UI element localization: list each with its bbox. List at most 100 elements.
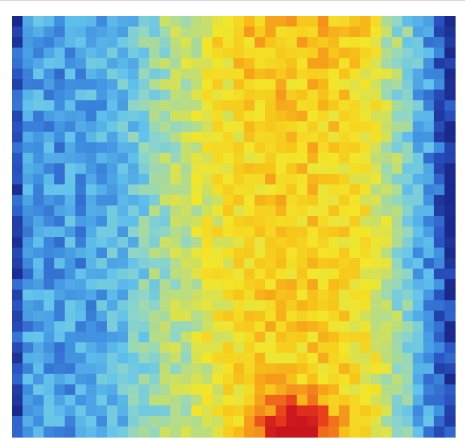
heatmap-cell	[128, 415, 140, 428]
heatmap-cell	[317, 68, 330, 80]
heatmap-cell	[96, 321, 108, 333]
heatmap-cell	[360, 237, 372, 249]
heatmap-cell	[423, 79, 435, 91]
heatmap-cell	[170, 237, 182, 249]
heatmap-cell	[159, 279, 171, 291]
heatmap-cell	[138, 342, 150, 354]
heatmap-cell	[170, 352, 182, 364]
heatmap-cell	[159, 321, 171, 333]
heatmap-cell	[370, 279, 382, 291]
heatmap-cell	[433, 37, 446, 49]
heatmap-cell	[138, 163, 150, 175]
heatmap-cell	[117, 279, 129, 291]
heatmap-cell	[360, 89, 372, 101]
heatmap-cell	[391, 237, 403, 249]
heatmap-cell	[85, 205, 97, 217]
heatmap-cell	[54, 226, 66, 238]
heatmap-cell	[201, 321, 214, 333]
heatmap-cell	[201, 121, 214, 133]
heatmap-cell	[128, 16, 140, 28]
heatmap-cell	[201, 163, 214, 175]
heatmap-cell	[85, 331, 97, 343]
heatmap-cell	[233, 279, 245, 291]
heatmap-cell	[381, 247, 393, 259]
heatmap-cell	[170, 363, 182, 375]
heatmap-cell	[444, 79, 456, 91]
heatmap-cell	[433, 237, 446, 249]
heatmap-cell	[159, 268, 171, 280]
heatmap-cell	[170, 194, 182, 207]
heatmap-cell	[370, 342, 382, 354]
heatmap-cell	[201, 184, 214, 196]
heatmap-cell	[275, 342, 287, 354]
heatmap-cell	[159, 163, 171, 175]
heatmap-cell	[391, 26, 403, 38]
heatmap-cell	[444, 426, 456, 438]
heatmap-cell	[22, 194, 34, 207]
heatmap-cell	[233, 394, 245, 407]
heatmap-cell	[212, 16, 224, 28]
heatmap-cell	[338, 184, 351, 196]
heatmap-cell	[54, 321, 66, 333]
heatmap-cell	[180, 152, 192, 164]
heatmap-cell	[433, 289, 446, 301]
heatmap-cell	[33, 405, 45, 417]
heatmap-cell	[275, 194, 287, 207]
heatmap-cell	[317, 321, 330, 333]
heatmap-cell	[244, 37, 256, 49]
heatmap-cell	[64, 268, 76, 280]
heatmap-cell	[159, 384, 171, 396]
heatmap-cell	[33, 300, 45, 312]
heatmap-cell	[191, 237, 203, 249]
heatmap-cell	[433, 352, 446, 364]
heatmap-cell	[222, 215, 235, 228]
heatmap-cell	[191, 184, 203, 196]
heatmap-cell	[317, 405, 330, 417]
heatmap-cell	[106, 226, 119, 238]
heatmap-cell	[222, 258, 235, 270]
heatmap-cell	[149, 352, 161, 364]
heatmap-cell	[138, 268, 150, 280]
heatmap-cell	[33, 89, 45, 101]
heatmap-cell	[338, 300, 351, 312]
heatmap-cell	[128, 247, 140, 259]
heatmap-cell	[402, 352, 414, 364]
heatmap-cell	[170, 152, 182, 164]
heatmap-cell	[317, 279, 330, 291]
heatmap-cell	[433, 79, 446, 91]
heatmap-cell	[128, 426, 140, 438]
heatmap-cell	[370, 405, 382, 417]
heatmap-cell	[370, 268, 382, 280]
heatmap-cell	[370, 68, 382, 80]
heatmap-cell	[338, 268, 351, 280]
heatmap-cell	[64, 426, 76, 438]
heatmap-cell	[106, 163, 119, 175]
heatmap-cell	[444, 247, 456, 259]
heatmap-cell	[412, 268, 424, 280]
heatmap-cell	[85, 79, 97, 91]
heatmap-cell	[96, 163, 108, 175]
heatmap-cell	[307, 173, 319, 186]
heatmap-cell	[254, 426, 266, 438]
heatmap-cell	[96, 37, 108, 49]
heatmap-cell	[222, 89, 235, 101]
heatmap-cell	[265, 405, 277, 417]
heatmap-cell	[96, 194, 108, 207]
heatmap-cell	[412, 342, 424, 354]
heatmap-cell	[96, 79, 108, 91]
heatmap-cell	[360, 205, 372, 217]
heatmap-cell	[170, 321, 182, 333]
heatmap-cell	[328, 321, 340, 333]
heatmap-cell	[244, 279, 256, 291]
heatmap-cell	[170, 184, 182, 196]
heatmap-cell	[43, 426, 55, 438]
heatmap-cell	[33, 79, 45, 91]
heatmap-cell	[275, 321, 287, 333]
heatmap-cell	[296, 194, 308, 207]
heatmap-cell	[96, 247, 108, 259]
heatmap-cell	[64, 331, 76, 343]
heatmap-cell	[244, 89, 256, 101]
heatmap-cell	[328, 58, 340, 70]
heatmap-cell	[338, 16, 351, 28]
heatmap-cell	[286, 58, 298, 70]
